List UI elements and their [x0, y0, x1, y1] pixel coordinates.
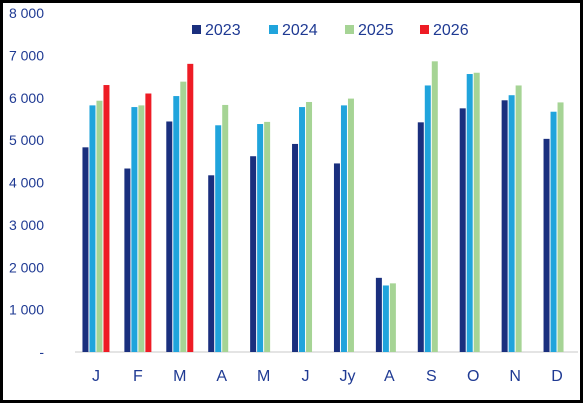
x-tick-label: A: [216, 368, 227, 385]
y-tick-label: -: [39, 344, 44, 360]
legend-label: 2023: [205, 22, 241, 39]
x-tick-label: J: [302, 368, 310, 385]
x-tick-label: O: [467, 368, 479, 385]
bar-2025-F: [138, 105, 145, 352]
x-tick-label: N: [509, 368, 521, 385]
legend-swatch-2025: [345, 25, 354, 34]
bar-2023-S: [417, 122, 424, 352]
bar-2025-M: [264, 121, 271, 353]
bar-2023-A: [375, 277, 382, 352]
x-tick-label: Jy: [339, 368, 355, 385]
legend-swatch-2026: [420, 25, 429, 34]
bar-2025-M: [180, 81, 187, 353]
bar-2025-Jy: [347, 98, 354, 352]
legend-label: 2025: [358, 22, 394, 39]
legend-label: 2024: [282, 22, 318, 39]
bar-2024-J: [299, 107, 306, 352]
bar-2025-J: [96, 100, 103, 352]
bar-2023-Jy: [333, 163, 340, 352]
bar-2025-D: [557, 102, 564, 352]
x-tick-label: D: [551, 368, 563, 385]
bar-2024-M: [173, 96, 180, 352]
legend-label: 2026: [433, 22, 469, 39]
bar-2024-D: [550, 111, 557, 352]
bar-2024-Jy: [340, 105, 347, 352]
bar-2024-O: [466, 74, 473, 353]
bar-2025-S: [431, 61, 438, 353]
y-tick-label: 3 000: [9, 217, 44, 233]
x-tick-label: M: [173, 368, 186, 385]
bar-2023-M: [166, 121, 173, 352]
bar-2023-F: [124, 168, 131, 352]
y-tick-label: 5 000: [9, 132, 44, 148]
bar-2024-A: [215, 125, 222, 352]
y-tick-label: 2 000: [9, 259, 44, 275]
y-tick-label: 7 000: [9, 47, 44, 63]
x-tick-label: F: [133, 368, 143, 385]
y-tick-label: 4 000: [9, 175, 44, 191]
bar-2024-J: [89, 105, 96, 352]
bar-2026-M: [187, 63, 194, 352]
y-tick-label: 6 000: [9, 90, 44, 106]
bar-2024-S: [424, 85, 431, 353]
x-tick-label: A: [384, 368, 395, 385]
x-tick-label: M: [257, 368, 270, 385]
bar-2023-A: [208, 175, 215, 352]
x-tick-label: J: [92, 368, 100, 385]
bar-2025-J: [306, 101, 313, 353]
bar-2023-D: [543, 138, 550, 352]
bar-2024-M: [257, 124, 264, 353]
bar-2026-F: [145, 93, 152, 352]
bar-2023-N: [501, 100, 508, 352]
bar-2024-N: [508, 95, 515, 353]
y-tick-label: 1 000: [9, 302, 44, 318]
x-tick-label: S: [426, 368, 437, 385]
bar-2023-J: [292, 143, 299, 352]
bar-2025-N: [515, 85, 522, 353]
bar-2025-A: [389, 283, 396, 352]
bar-2024-F: [131, 107, 138, 352]
legend-swatch-2024: [269, 25, 278, 34]
y-tick-label: 8 000: [9, 5, 44, 21]
bar-2026-J: [103, 85, 110, 352]
bar-2025-A: [222, 104, 229, 352]
bar-2024-A: [382, 285, 389, 352]
bar-2023-J: [82, 147, 89, 352]
legend-swatch-2023: [192, 25, 201, 34]
bar-2023-M: [250, 156, 257, 352]
bar-2023-O: [459, 108, 466, 352]
bar-2025-O: [473, 72, 480, 352]
